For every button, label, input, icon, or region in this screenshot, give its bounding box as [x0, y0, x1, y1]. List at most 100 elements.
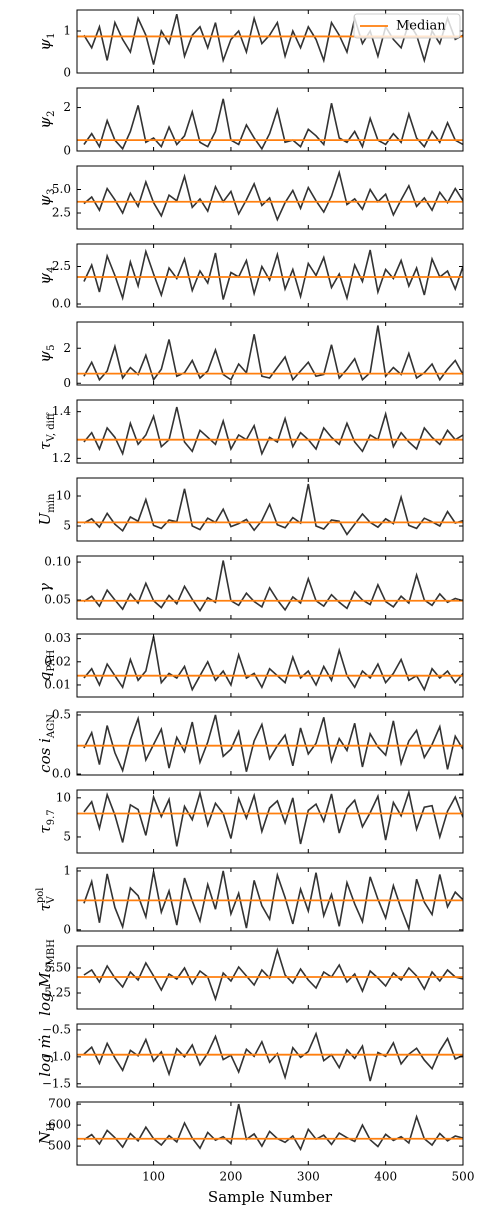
y-tick-label: 0 — [63, 922, 71, 936]
y-tick-label: 0 — [63, 144, 71, 158]
y-tick-label: 10 — [56, 790, 71, 804]
y-axis-label: log MSMBH — [36, 939, 57, 1016]
axes-frame — [76, 555, 464, 620]
axes-frame — [76, 87, 464, 152]
y-axis-label: Umin — [36, 493, 57, 525]
y-label-sub: 2 — [46, 110, 57, 116]
y-tick-label: 5 — [63, 829, 71, 843]
axes-frame — [76, 789, 464, 854]
y-tick-label: 2 — [63, 100, 71, 114]
y-label-base: τ — [36, 441, 54, 450]
y-label-sub: 4 — [46, 266, 57, 272]
legend-label: Median — [396, 19, 446, 34]
y-tick-label: 5.50 — [44, 961, 71, 975]
trace-line — [83, 325, 463, 382]
y-tick-label: 10 — [56, 489, 71, 503]
y-tick-label: 500 — [48, 1139, 71, 1153]
y-label-base: ψ — [36, 39, 54, 51]
y-label-sub: H — [46, 1122, 57, 1131]
y-label-sub: 9.7 — [46, 809, 57, 825]
y-axis-label: τ9.7 — [36, 809, 57, 833]
y-axis-label: τpolV — [35, 888, 57, 912]
y-label-base: log M — [36, 972, 54, 1016]
y-label-sup: pol — [35, 888, 46, 904]
y-tick-label: 5.0 — [52, 182, 71, 196]
y-label-base: N — [36, 1130, 54, 1145]
y-label-sub: SMBH — [46, 939, 57, 972]
y-tick-label: −1.5 — [42, 1076, 71, 1090]
trace-line — [83, 406, 463, 457]
y-label-base: ψ — [36, 351, 54, 363]
y-tick-label: 0.5 — [52, 707, 71, 721]
y-label-sub: 5 — [46, 344, 57, 350]
trace-line — [83, 248, 463, 301]
y-tick-label: 0.01 — [44, 677, 71, 691]
y-label-base: τ — [36, 902, 54, 911]
y-label-sub: 1 — [46, 32, 57, 38]
y-axis-label: ψ5 — [36, 344, 57, 362]
y-label-base: U — [36, 511, 54, 525]
y-axis-label: τV, diff — [36, 412, 57, 450]
y-tick-label: 0 — [63, 376, 71, 390]
y-axis-label: ψ3 — [36, 188, 57, 206]
y-tick-label: 5.25 — [44, 986, 71, 1000]
y-axis-label: cos iAGN — [36, 714, 57, 773]
y-tick-label: 0.0 — [52, 767, 71, 781]
y-label-base: ψ — [36, 117, 54, 129]
y-tick-label: 0.05 — [44, 593, 71, 607]
trace-line — [83, 98, 463, 151]
axes-frame — [76, 1101, 464, 1166]
y-label-sub: AGN — [46, 714, 57, 739]
y-label-base: cos i — [36, 738, 54, 773]
y-tick-label: 1.2 — [52, 451, 71, 465]
axes-frame — [76, 243, 464, 308]
y-label-sub: V — [46, 896, 57, 905]
trace-line — [83, 1103, 463, 1152]
y-label-sub: 3 — [46, 188, 57, 194]
axes-frame — [76, 9, 464, 74]
trace-line — [83, 1031, 463, 1082]
x-axis-label: Sample Number — [208, 1188, 333, 1206]
x-tick-label: 400 — [374, 1170, 397, 1184]
y-tick-label: 0 — [63, 66, 71, 80]
axes-frame — [76, 321, 464, 386]
y-tick-label: 0.02 — [44, 654, 71, 668]
x-tick-label: 200 — [219, 1170, 242, 1184]
y-label-base: γ — [36, 583, 54, 592]
y-tick-label: 2 — [63, 341, 71, 355]
x-tick-label: 300 — [297, 1170, 320, 1184]
y-axis-label: ψ2 — [36, 110, 57, 128]
trace-line — [83, 636, 463, 692]
axes-frame — [76, 711, 464, 776]
y-tick-label: −0.5 — [42, 1022, 71, 1036]
y-label-sub: V, diff — [46, 412, 57, 442]
y-tick-label: 1 — [63, 24, 71, 38]
x-tick-label: 100 — [142, 1170, 165, 1184]
y-label-sub: PAH — [46, 650, 57, 672]
y-tick-label: 700 — [48, 1097, 71, 1111]
y-tick-label: 0.0 — [52, 297, 71, 311]
y-axis-label: γ — [36, 583, 54, 592]
axes-frame — [76, 633, 464, 698]
y-axis-label: log ṁ — [36, 1034, 54, 1076]
y-axis-label: NH — [36, 1122, 57, 1145]
axes-frame — [76, 477, 464, 542]
trace-line — [83, 790, 463, 847]
x-tick-label: 500 — [452, 1170, 475, 1184]
y-axis-label: ψ4 — [36, 266, 57, 284]
y-axis-label: qPAH — [36, 650, 57, 682]
trace-line — [83, 714, 463, 773]
y-tick-label: 600 — [48, 1118, 71, 1132]
axes-frame — [76, 399, 464, 464]
y-label-base: log ṁ — [36, 1034, 54, 1076]
trace-line — [83, 947, 463, 1002]
trace-line — [83, 169, 463, 222]
trace-line — [83, 13, 463, 65]
trace-line — [83, 483, 463, 536]
y-tick-label: 1.4 — [52, 404, 71, 418]
y-axis-label: ψ1 — [36, 32, 57, 50]
axes-frame — [76, 165, 464, 230]
y-label-sub: min — [46, 493, 57, 513]
